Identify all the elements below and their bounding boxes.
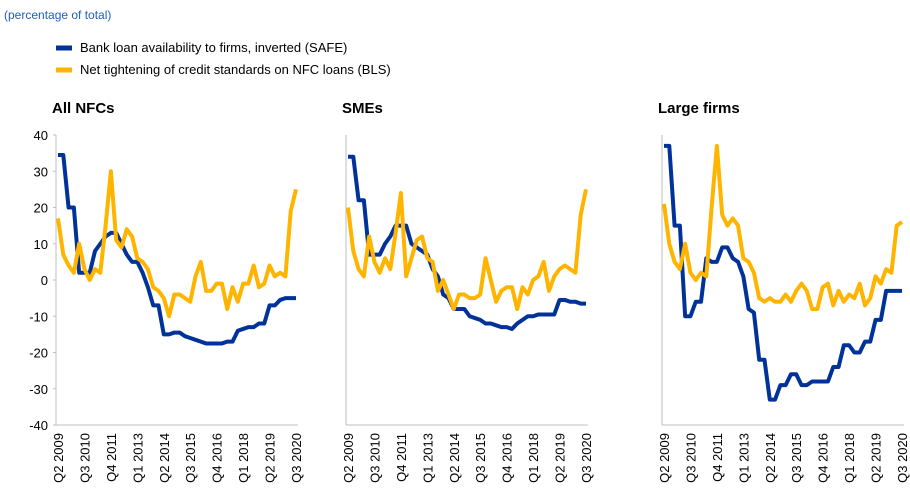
series-line [662,143,904,311]
x-tick-label: Q3 2020 [289,433,304,483]
x-tick-label: Q2 2019 [553,433,568,483]
series-line [664,143,902,402]
y-tick-label: -10 [29,309,48,324]
x-tick-label: Q1 2013 [736,433,751,483]
x-tick-label: Q3 2010 [367,433,382,483]
y-tick-label: -30 [29,382,48,397]
x-tick-label: Q3 2015 [183,433,198,483]
x-tick-label: Q2 2009 [51,433,66,483]
x-tick-label: Q2 2019 [263,433,278,483]
series-line [56,169,298,319]
legend-label: Bank loan availability to firms, inverte… [80,40,347,55]
panel-title: SMEs [342,100,383,117]
x-tick-label: Q3 2010 [77,433,92,483]
x-tick-label: Q3 2020 [579,433,594,483]
x-tick-label: Q4 2011 [394,433,409,482]
x-tick-label: Q2 2014 [763,433,778,483]
series-line [58,152,296,346]
series-line [348,154,586,331]
y-tick-label: 40 [34,128,48,143]
x-tick-label: Q2 2019 [869,433,884,483]
x-tick-label: Q1 2013 [420,433,435,483]
x-tick-label: Q4 2016 [210,433,225,483]
subtitle: (percentage of total) [4,8,111,22]
x-tick-label: Q3 2015 [789,433,804,483]
x-tick-label: Q2 2014 [157,433,172,483]
y-tick-label: -20 [29,346,48,361]
x-tick-label: Q1 2018 [842,433,857,483]
series-line [346,188,588,311]
x-tick-label: Q1 2013 [130,433,145,483]
x-tick-label: Q1 2018 [526,433,541,483]
y-tick-label: 10 [34,237,48,252]
x-tick-label: Q4 2016 [500,433,515,483]
x-tick-label: Q2 2009 [341,433,356,483]
x-tick-label: Q4 2016 [816,433,831,483]
panel-title: All NFCs [52,100,115,117]
y-tick-label: 0 [41,273,48,288]
y-tick-label: -40 [29,418,48,433]
x-tick-label: Q3 2015 [473,433,488,483]
x-tick-label: Q4 2011 [710,433,725,482]
legend-label: Net tightening of credit standards on NF… [80,62,391,77]
y-tick-label: 20 [34,201,48,216]
x-tick-label: Q3 2010 [683,433,698,483]
x-tick-label: Q2 2014 [447,433,462,483]
x-tick-label: Q2 2009 [657,433,672,483]
x-tick-label: Q1 2018 [236,433,251,483]
x-tick-label: Q3 2020 [895,433,910,483]
panel-title: Large firms [658,100,740,117]
y-tick-label: 30 [34,164,48,179]
x-tick-label: Q4 2011 [104,433,119,482]
